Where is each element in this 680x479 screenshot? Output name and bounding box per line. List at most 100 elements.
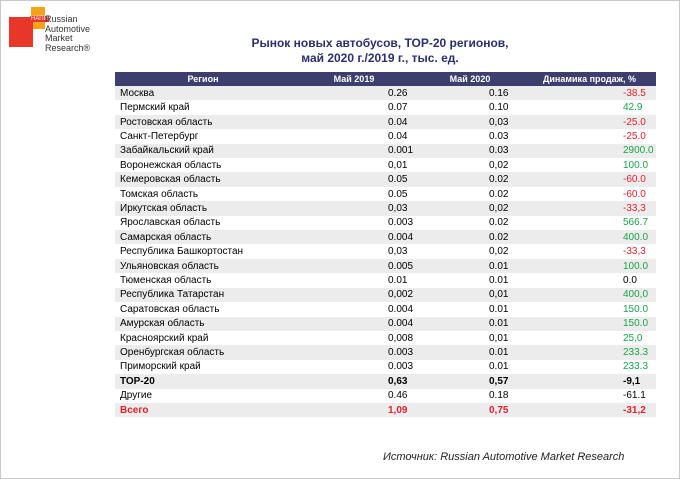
cell-dynamics: 233.3	[623, 361, 649, 373]
table-row: Санкт-Петербург 0.04 0.03 -25.0	[115, 129, 656, 143]
table-row: Амурская область 0.004 0.01 150.0	[115, 316, 656, 331]
table-row: Забайкальский край 0.001 0.03 2900.0	[115, 143, 656, 159]
cell-dynamics: 233.3	[523, 345, 656, 360]
cell-may-2019: 0.07	[388, 102, 408, 114]
cell-region: Оренбургская область	[115, 345, 291, 360]
table-row: Тюменская область 0.01 0.01 0.0	[115, 273, 656, 287]
logo-name: Russian Automotive Market Research®	[45, 14, 91, 53]
cell-may-2019: 0.004	[291, 230, 417, 245]
cell-dynamics: 566.7	[623, 217, 649, 229]
cell-dynamics: -33,3	[623, 246, 646, 258]
cell-region: Пермский край	[120, 102, 190, 114]
cell-may-2019: 0.04	[291, 114, 417, 130]
cell-region: Томская область	[120, 188, 199, 200]
cell-may-2019: 0,03	[291, 201, 417, 216]
cell-region: Кемеровская область	[115, 172, 291, 187]
cell-region: Республика Башкортостан	[120, 246, 244, 258]
cell-may-2019: 1,09	[291, 402, 417, 418]
cell-region: Ульяновская область	[115, 258, 291, 274]
logo-red-square	[9, 17, 33, 47]
cell-may-2020: 0.01	[489, 303, 509, 315]
cell-dynamics: 100.0	[623, 159, 649, 171]
cell-dynamics: -38.5	[523, 86, 656, 101]
cell-may-2020: 0.02	[417, 172, 523, 187]
cell-may-2020: 0.01	[489, 361, 509, 373]
cell-region: Саратовская область	[120, 303, 220, 315]
cell-may-2020: 0,03	[417, 114, 523, 130]
cell-region: Забайкальский край	[115, 143, 291, 159]
cell-may-2019: 0.05	[291, 172, 417, 187]
cell-region: Воронежская область	[120, 159, 222, 171]
cell-may-2020: 0.01	[417, 345, 523, 360]
table-row: Саратовская область 0.004 0.01 150.0	[115, 302, 656, 316]
cell-may-2020: 0.01	[489, 274, 509, 286]
cell-region: Ростовская область	[115, 114, 291, 130]
cell-may-2020: 0,01	[417, 287, 523, 303]
header-dynamics: Динамика продаж, %	[523, 72, 656, 86]
table-header-row: Регион Май 2019 Май 2020 Динамика продаж…	[115, 72, 656, 86]
cell-may-2019: 0.01	[388, 274, 408, 286]
cell-may-2020: 0.01	[417, 258, 523, 274]
table-row: Ярославская область 0.003 0.02 566.7	[115, 216, 656, 230]
cell-may-2020: 0.10	[489, 102, 509, 114]
cell-may-2019: 0.003	[388, 217, 414, 229]
cell-region: Самарская область	[115, 230, 291, 245]
cell-region: Ярославская область	[120, 217, 221, 229]
logo-small-text: НАПИ	[30, 16, 49, 22]
header-may-2019: Май 2019	[291, 72, 417, 86]
cell-may-2020: 0,02	[489, 159, 509, 171]
title-line-2: май 2020 г./2019 г., тыс. ед.	[301, 51, 459, 65]
cell-dynamics: -33,3	[523, 201, 656, 216]
cell-region: Всего	[115, 402, 291, 418]
table-row: Республика Башкортостан 0,03 0,02 -33,3	[115, 244, 656, 258]
cell-dynamics: -60.0	[523, 172, 656, 187]
cell-may-2019: 0,01	[388, 159, 408, 171]
cell-may-2019: 0.26	[291, 86, 417, 101]
header-may-2020: Май 2020	[417, 72, 523, 86]
table-row: Всего 1,09 0,75 -31,2	[115, 402, 656, 418]
cell-dynamics: 0.0	[623, 274, 637, 286]
cell-region: Республика Татарстан	[115, 287, 291, 303]
cell-may-2019: 0,008	[388, 332, 414, 344]
cell-may-2020: 0.01	[417, 316, 523, 331]
cell-may-2020: 0,57	[417, 374, 523, 389]
cell-dynamics: 400,0	[523, 287, 656, 303]
cell-may-2019: 0.05	[388, 188, 408, 200]
cell-region: Другие	[120, 390, 153, 402]
sales-table: Регион Май 2019 Май 2020 Динамика продаж…	[115, 72, 656, 418]
cell-region: Тюменская область	[120, 274, 212, 286]
cell-dynamics: 25,0	[623, 332, 643, 344]
cell-dynamics: -31,2	[523, 402, 656, 418]
cell-may-2020: 0.16	[417, 86, 523, 101]
table-row: Москва 0.26 0.16 -38.5	[115, 86, 656, 101]
cell-region: ТОР-20	[115, 374, 291, 389]
cell-may-2020: 0,02	[489, 246, 509, 258]
cell-dynamics: 400.0	[523, 230, 656, 245]
table-row: Оренбургская область 0.003 0.01 233.3	[115, 345, 656, 360]
cell-dynamics: -25.0	[623, 130, 646, 142]
cell-region: Москва	[115, 86, 291, 101]
company-logo: НАПИ Russian Automotive Market Research®	[9, 7, 99, 67]
cell-may-2019: 0.004	[291, 316, 417, 331]
table-row: Самарская область 0.004 0.02 400.0	[115, 230, 656, 245]
cell-may-2019: 0,63	[291, 374, 417, 389]
table-row: Красноярский край 0,008 0,01 25,0	[115, 331, 656, 345]
page-title: Рынок новых автобусов, ТОР-20 регионов, …	[180, 36, 580, 66]
cell-region: Красноярский край	[120, 332, 209, 344]
cell-may-2020: 0.03	[489, 130, 509, 142]
table-row: ТОР-20 0,63 0,57 -9,1	[115, 374, 656, 389]
cell-dynamics: 2900.0	[523, 143, 656, 159]
cell-may-2020: 0.02	[417, 230, 523, 245]
cell-may-2019: 0.46	[388, 390, 408, 402]
cell-region: Амурская область	[115, 316, 291, 331]
cell-may-2020: 0,02	[417, 201, 523, 216]
table-row: Пермский край 0.07 0.10 42.9	[115, 100, 656, 114]
cell-dynamics: -60.0	[623, 188, 646, 200]
table-row: Томская область 0.05 0.02 -60.0	[115, 187, 656, 201]
header-region: Регион	[115, 72, 291, 86]
table-row: Ростовская область 0.04 0,03 -25.0	[115, 114, 656, 130]
cell-may-2019: 0.004	[388, 303, 414, 315]
cell-dynamics: 150.0	[623, 303, 649, 315]
table-row: Иркутская область 0,03 0,02 -33,3	[115, 201, 656, 216]
cell-dynamics: -61.1	[623, 390, 646, 402]
